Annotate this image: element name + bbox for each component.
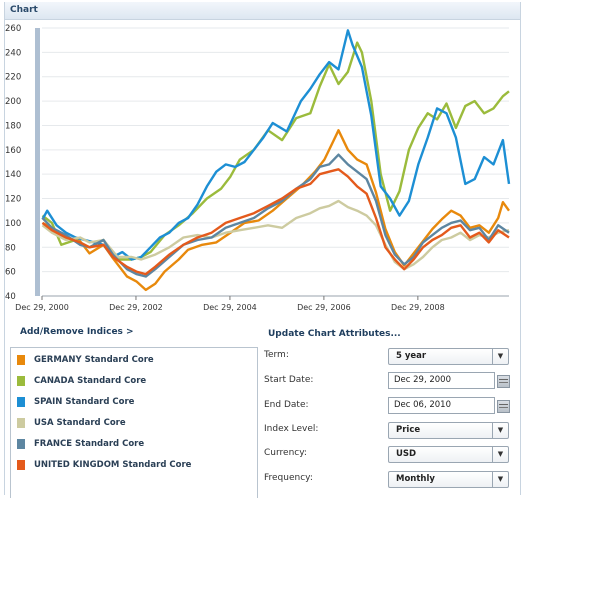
frequency-label: Frequency: [264,473,313,483]
end-date-value: Dec 06, 2010 [394,400,452,410]
add-remove-indices-link[interactable]: Add/Remove Indices > [20,327,134,337]
series-line [41,153,510,278]
index-level-label: Index Level: [264,424,319,434]
legend-swatch [17,439,25,449]
x-tick-label: Dec 29, 2008 [391,303,445,312]
y-tick-label: 260 [5,24,21,34]
currency-label: Currency: [264,448,307,458]
chevron-down-icon: ▼ [492,472,508,487]
chevron-down-icon: ▼ [492,447,508,462]
chevron-down-icon: ▼ [492,349,508,364]
end-date-label: End Date: [264,400,309,410]
x-tick-label: Dec 29, 2002 [109,303,163,312]
start-date-field[interactable]: Dec 29, 2000 [388,372,495,389]
series-line [41,199,510,271]
y-tick-label: 200 [5,97,21,107]
start-date-label: Start Date: [264,375,314,385]
y-tick-label: 140 [5,170,21,180]
legend-label: USA Standard Core [34,418,126,428]
index-level-value: Price [396,425,421,435]
y-tick-label: 40 [5,292,16,302]
panel-header: Chart [5,2,520,20]
y-tick-label: 80 [5,243,16,253]
y-tick-label: 180 [5,121,21,131]
legend-swatch [17,376,25,386]
range-scrollbar [35,28,40,296]
series-line [41,168,510,276]
calendar-icon[interactable] [497,400,510,413]
calendar-icon[interactable] [497,375,510,388]
legend-label: SPAIN Standard Core [34,397,135,407]
y-tick-label: 220 [5,73,21,83]
frequency-value: Monthly [396,474,435,484]
legend-swatch [17,355,25,365]
y-tick-label: 60 [5,268,16,278]
y-tick-label: 160 [5,146,21,156]
panel-title: Chart [10,5,38,15]
y-tick-label: 240 [5,48,21,58]
start-date-value: Dec 29, 2000 [394,375,452,385]
x-tick-label: Dec 29, 2006 [297,303,351,312]
x-tick-label: Dec 29, 2004 [203,303,257,312]
update-attributes-title: Update Chart Attributes... [268,329,401,339]
legend-swatch [17,460,25,470]
index-level-select[interactable]: Price ▼ [388,422,509,439]
term-value: 5 year [396,351,427,361]
chevron-down-icon: ▼ [492,423,508,438]
end-date-field[interactable]: Dec 06, 2010 [388,397,495,414]
currency-select[interactable]: USD ▼ [388,446,509,463]
term-select[interactable]: 5 year ▼ [388,348,509,365]
line-chart: 40 60 80 100 120 140 160 180 200 220 240 260 Dec 29,… [5,24,511,312]
series-line [41,29,511,261]
legend-label: FRANCE Standard Core [34,439,145,449]
legend-label: UNITED KINGDOM Standard Core [34,460,192,470]
series-line [41,129,510,292]
legend-label: GERMANY Standard Core [34,355,154,365]
y-tick-label: 120 [5,195,21,205]
y-tick-label: 100 [5,219,21,229]
indices-legend: GERMANY Standard Core CANADA Standard Co… [10,347,258,498]
legend-swatch [17,418,25,428]
legend-label: CANADA Standard Core [34,376,147,386]
frequency-select[interactable]: Monthly ▼ [388,471,509,488]
legend-swatch [17,397,25,407]
term-label: Term: [264,350,289,360]
x-tick-label: Dec 29, 2000 [15,303,69,312]
currency-value: USD [396,449,417,459]
